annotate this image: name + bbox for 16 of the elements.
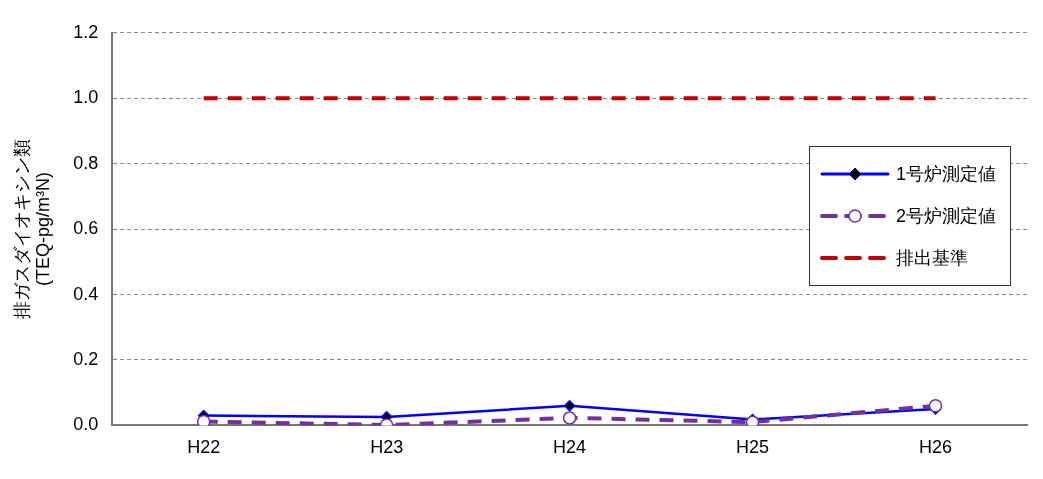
x-tick-label: H23: [370, 437, 404, 458]
y-tick-label: 0.2: [73, 348, 99, 369]
legend-label: 1号炉測定値: [895, 163, 996, 186]
y-tick-label: 0.6: [73, 218, 99, 239]
y-tick-label: 0.4: [73, 283, 99, 304]
y-tick-label: 0.0: [73, 414, 99, 435]
y-tick-label: 1.2: [73, 21, 99, 42]
legend-label: 2号炉測定値: [895, 205, 996, 228]
y-tick-label: 1.0: [73, 87, 99, 108]
legend-label: 排出基準: [895, 247, 968, 270]
x-tick-label: H25: [736, 437, 770, 458]
x-tick-label: H24: [553, 437, 587, 458]
y-tick-label: 0.8: [73, 152, 99, 173]
x-tick-label: H22: [187, 437, 221, 458]
y-axis-title: 排ガスダイオキシン類 (TEQ-pg/m³N): [11, 139, 54, 320]
x-tick-label: H26: [919, 437, 953, 458]
